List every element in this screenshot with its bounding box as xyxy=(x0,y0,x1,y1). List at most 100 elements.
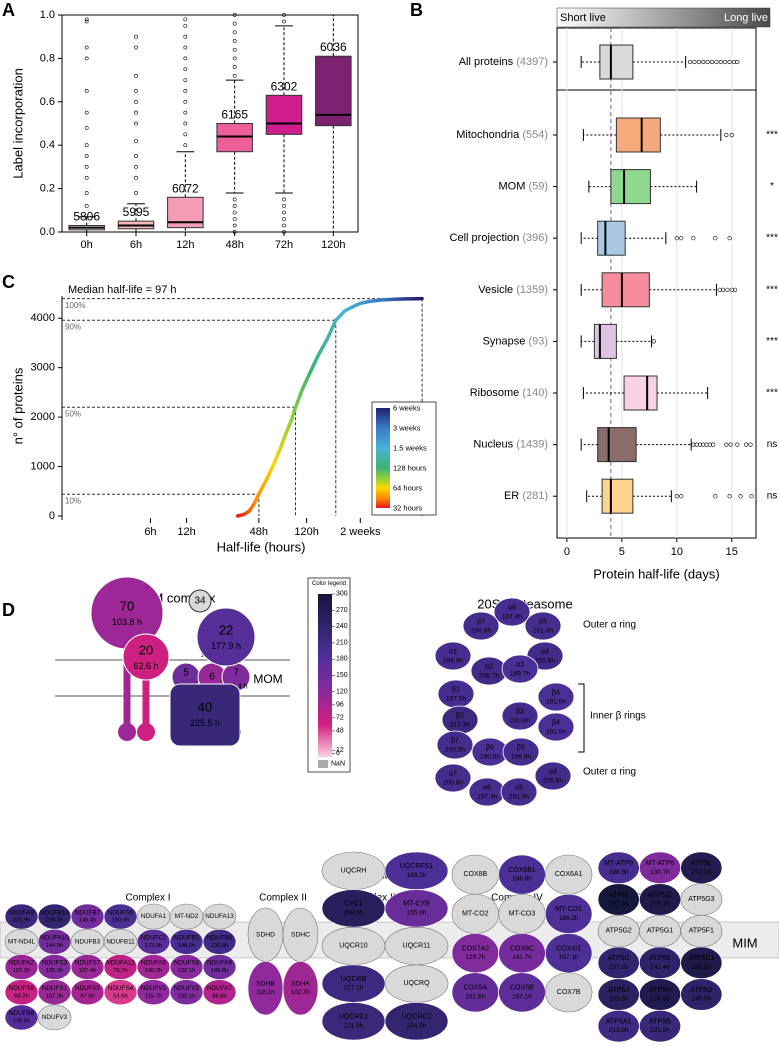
category-label: MOM (59) xyxy=(498,181,548,193)
box xyxy=(597,427,637,463)
outlier xyxy=(84,125,89,130)
outlier xyxy=(183,121,188,126)
subunit-name: β2 xyxy=(456,713,464,720)
y-tick-label: 2000 xyxy=(31,411,55,423)
subunit-value: 274.5h xyxy=(650,996,670,1003)
x-tick-label: 12h xyxy=(176,239,194,251)
ring-label: Outer α ring xyxy=(583,767,636,778)
subunit-name: SDHA xyxy=(291,981,310,988)
subunit-name: MT-CYB xyxy=(403,901,430,908)
outlier xyxy=(134,154,138,158)
complex-subunit xyxy=(37,1004,72,1031)
subunit-value: 206.7h xyxy=(479,673,499,680)
legend-tick-label: 150 xyxy=(336,672,348,679)
complex-subunit xyxy=(384,1002,449,1041)
complex-subunit xyxy=(4,954,39,980)
chart-title: Median half-life = 97 h xyxy=(68,284,177,296)
subunit-value: 221.9h xyxy=(344,1022,364,1029)
complex-subunit xyxy=(202,928,237,955)
subunit-name: UQCRH xyxy=(341,867,367,874)
subunit-name: NDUFA8 xyxy=(9,909,34,916)
proteasome-subunit xyxy=(468,777,506,807)
subunit-name: ATP5D xyxy=(608,955,630,962)
subunit-name: UQCRC1 xyxy=(339,1014,369,1021)
outlier xyxy=(84,56,89,61)
subunit-name: MT-CO2 xyxy=(462,910,489,917)
outlier xyxy=(183,132,188,137)
complex-subunit xyxy=(597,978,640,1011)
outlier xyxy=(134,99,138,104)
legend-colorbar xyxy=(318,594,332,757)
subunit-name: UQCRFS1 xyxy=(400,863,434,870)
x-tick-label: 48h xyxy=(250,526,268,538)
complex-subunit xyxy=(37,954,72,980)
gradient-bar xyxy=(556,7,771,28)
gradient-label: Short live xyxy=(560,12,606,24)
subunit-name: NDUFB8 xyxy=(9,1010,35,1017)
outlier xyxy=(84,45,89,50)
colorbar-label: 3 weeks xyxy=(393,424,421,433)
y-tick-label: 0.0 xyxy=(40,226,55,238)
subunit-value: 149.8h xyxy=(211,968,229,974)
subunit-name: 20 xyxy=(139,643,153,658)
outlier xyxy=(749,494,754,499)
category-name: Vesicle xyxy=(478,284,513,296)
complex-subunit xyxy=(321,1002,386,1041)
category-label: Mitochondria (554) xyxy=(456,129,548,141)
complex-subunit xyxy=(545,933,593,974)
subunit-name: ATP5I xyxy=(609,892,628,899)
category-count: (59) xyxy=(528,181,548,193)
box xyxy=(599,44,634,80)
subunit-value: 197.4h xyxy=(502,614,522,621)
x-tick-label: 6h xyxy=(144,526,156,538)
subunit-value: 200.6h xyxy=(443,780,463,787)
complex-subunit xyxy=(37,903,72,930)
outlier xyxy=(183,89,188,93)
subunit-value: 51.6h xyxy=(113,993,128,999)
legend-tick-label: 72 xyxy=(336,714,344,721)
outlier xyxy=(674,236,679,241)
complex-subunit xyxy=(37,928,72,955)
subunit-value: 141.7h xyxy=(512,954,532,961)
category-label: Nucleus (1439) xyxy=(473,439,548,451)
outlier xyxy=(232,47,237,52)
subunit-value: 241.4h xyxy=(650,964,670,971)
complex-subunit xyxy=(136,979,171,1006)
subunit-name: ATP5G2 xyxy=(606,928,632,935)
subunit-name: COX5A xyxy=(463,985,487,992)
subunit-name: NDUFB6 xyxy=(207,934,233,941)
complex-subunit xyxy=(202,979,237,1006)
subunit-name: UQCRQ xyxy=(403,980,430,987)
outlier xyxy=(282,223,286,228)
subunit-value: 213.9h xyxy=(609,1027,629,1034)
subunit-name: NDUFA12 xyxy=(106,960,135,967)
complex-subunit xyxy=(545,893,593,934)
outlier xyxy=(84,175,89,180)
subunit-value: 198.5h xyxy=(178,943,196,949)
subunit-name: ATP5G3 xyxy=(688,896,714,903)
subunit-value: 221.9h xyxy=(13,918,31,924)
complex-subunit xyxy=(639,851,681,884)
category-count: (1439) xyxy=(516,439,548,451)
outlier xyxy=(723,59,728,65)
outlier xyxy=(134,175,138,180)
subunit-name: NDUFC2 xyxy=(141,934,167,941)
subunit-name: UQCR10 xyxy=(339,943,368,950)
complex-subunit xyxy=(321,964,386,1003)
box xyxy=(615,117,661,153)
colorbar xyxy=(376,408,390,508)
subunit-name: β7 xyxy=(451,738,459,745)
complex-subunit xyxy=(70,979,105,1006)
outlier xyxy=(84,89,89,93)
proteasome-subunit xyxy=(493,597,531,627)
outlier xyxy=(696,59,701,65)
reference-label: 50% xyxy=(65,410,81,419)
subunit-name: NDUFA1 xyxy=(141,913,166,920)
subunit-value: 146.4h xyxy=(79,918,97,924)
complex-subunit xyxy=(639,946,681,979)
subunit-name: COX7A2 xyxy=(462,945,490,952)
subunit-name: α6 xyxy=(508,605,516,612)
subunit-name: 40 xyxy=(198,700,212,715)
subunit-name: MT-ND4L xyxy=(8,938,36,945)
